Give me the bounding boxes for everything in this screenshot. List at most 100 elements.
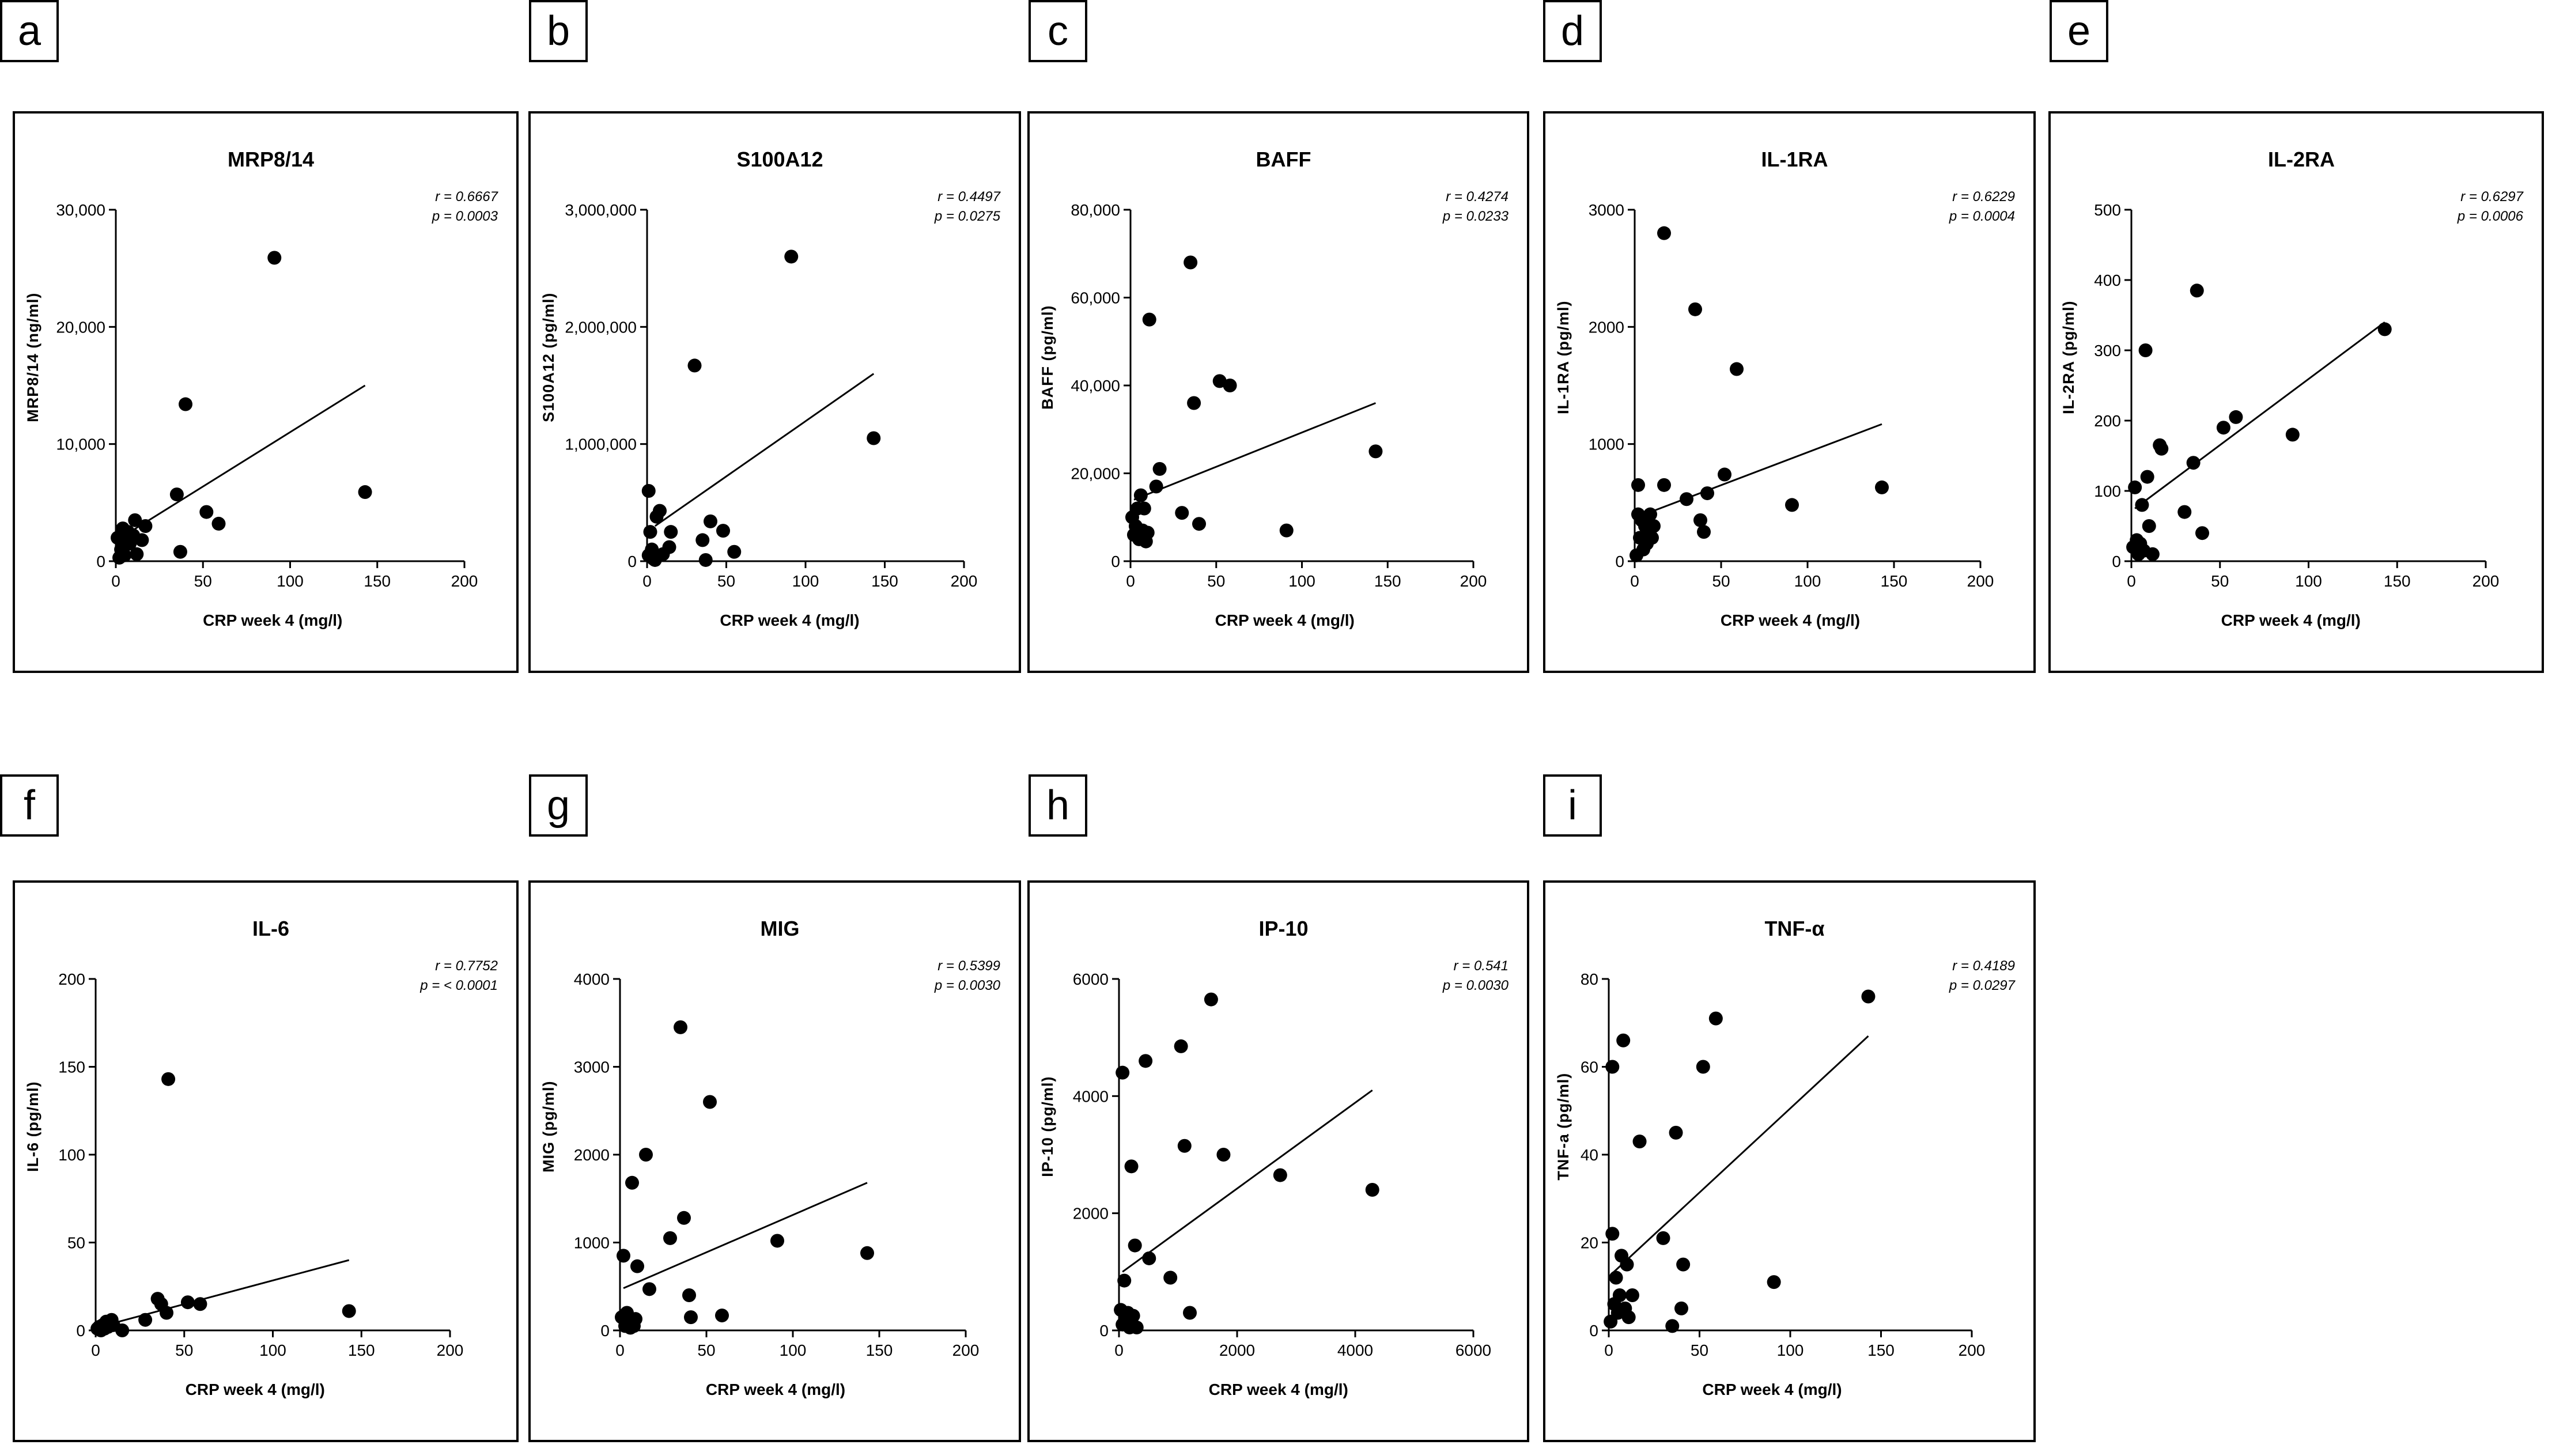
data-point (1163, 1270, 1178, 1285)
x-tick-label: 50 (697, 1341, 715, 1359)
y-tick-label: 400 (2094, 271, 2121, 289)
y-tick-label: 100 (58, 1146, 85, 1164)
chart-title: S100A12 (736, 148, 823, 171)
panel-letter: h (1029, 774, 1087, 837)
y-tick-label: 0 (1589, 1322, 1598, 1340)
data-point (662, 540, 676, 554)
y-tick-label: 20,000 (56, 318, 105, 336)
y-tick-label: 500 (2094, 201, 2121, 219)
data-point (695, 533, 710, 547)
y-tick-label: 0 (96, 553, 105, 570)
data-point (1647, 519, 1661, 533)
r-value: r = 0.7752 (435, 958, 498, 974)
panel-letter: d (1543, 0, 1602, 62)
chart-panel: IL-2RA 0 50 100 150 200 0 100 200 300 400 500 CRP we… (2048, 111, 2544, 673)
data-point (1183, 1306, 1197, 1320)
chart-panel: MRP8/14 0 50 100 150 200 0 10,000 20,000 30,000 CR… (13, 111, 519, 673)
data-point (358, 485, 372, 500)
r-value: r = 0.4274 (1446, 189, 1508, 205)
data-point (1621, 1310, 1636, 1325)
chart-panel: IL-1RA 0 50 100 150 200 0 1000 2000 3000 CRP week … (1543, 111, 2036, 673)
data-point (1656, 1231, 1670, 1245)
x-tick-label: 150 (364, 572, 391, 590)
panel-letter: e (2050, 0, 2108, 62)
data-point (1133, 488, 1148, 502)
y-axis-label: MRP8/14 (ng/ml) (24, 293, 41, 422)
chart-title: MIG (761, 917, 800, 940)
y-tick-label: 40 (1581, 1146, 1598, 1164)
x-tick-label: 50 (175, 1341, 193, 1359)
x-tick-label: 150 (1374, 572, 1401, 590)
p-value: p = 0.0003 (432, 209, 498, 224)
data-point (630, 1259, 644, 1273)
data-point (2377, 322, 2392, 336)
chart-panel: S100A12 0 50 100 150 200 0 1,000,000 2,000,000 3,… (528, 111, 1021, 673)
data-point (1631, 478, 1645, 492)
p-value: p = 0.0006 (2457, 209, 2524, 224)
data-point (1128, 1238, 1142, 1253)
x-axis-label: CRP week 4 (mg/l) (2221, 611, 2361, 629)
x-axis-label: CRP week 4 (mg/l) (720, 611, 859, 629)
data-point (1175, 506, 1189, 520)
scatter-plot: TNF-α 0 50 100 150 200 0 20 40 60 80 CRP week 4 (mg… (1555, 917, 2016, 1398)
data-point (784, 249, 799, 264)
y-tick-label: 0 (627, 553, 637, 570)
regression-line (2134, 321, 2385, 509)
regression-line (1612, 1035, 1869, 1274)
data-point (1204, 992, 1218, 1007)
data-point (715, 1308, 729, 1323)
chart-title: IP-10 (1258, 917, 1308, 940)
x-tick-label: 200 (2472, 572, 2500, 590)
x-tick-label: 50 (1712, 572, 1730, 590)
data-point (118, 548, 132, 562)
data-point (1697, 525, 1711, 539)
chart-panel: BAFF 0 50 100 150 200 0 20,000 40,000 60,000 80,00… (1027, 111, 1529, 673)
x-tick-label: 150 (2384, 572, 2411, 590)
chart-panel: IL-6 0 50 100 150 200 0 50 100 150 200 CRP week 4 (… (13, 880, 519, 1442)
chart-title: IL-1RA (1761, 148, 1828, 171)
x-tick-label: 200 (952, 1341, 980, 1359)
panel-letter: a (0, 0, 59, 62)
data-point (115, 1323, 130, 1337)
x-tick-label: 50 (194, 572, 212, 590)
data-point (193, 1297, 207, 1311)
data-point (1708, 1011, 1723, 1026)
x-tick-label: 200 (1959, 1341, 1986, 1359)
data-point (161, 1072, 176, 1086)
data-point (1767, 1275, 1781, 1289)
data-point (2186, 456, 2201, 470)
chart-panel: MIG 0 50 100 150 200 0 1000 2000 3000 4000 CRP week… (528, 880, 1021, 1442)
data-point (128, 513, 142, 527)
y-tick-label: 2000 (1589, 318, 1624, 336)
data-point (199, 505, 214, 519)
x-axis-label: CRP week 4 (mg/l) (186, 1381, 325, 1398)
regression-line (654, 373, 875, 527)
data-point (130, 547, 144, 561)
panel-letter: i (1543, 774, 1602, 837)
x-tick-label: 0 (2127, 572, 2136, 590)
x-tick-label: 200 (951, 572, 978, 590)
y-axis-label: IL-6 (pg/ml) (24, 1081, 41, 1171)
y-tick-label: 1000 (574, 1234, 610, 1252)
data-point (682, 1288, 696, 1302)
data-point (2229, 410, 2243, 424)
y-tick-label: 4000 (574, 970, 610, 988)
data-point (1605, 1060, 1620, 1074)
r-value: r = 0.6667 (435, 189, 498, 205)
data-point (1368, 444, 1383, 459)
scatter-plot: BAFF 0 50 100 150 200 0 20,000 40,000 60,000 80,00… (1039, 148, 1509, 629)
data-point (135, 533, 149, 547)
data-point (677, 1211, 691, 1225)
p-value: p = 0.0233 (1442, 209, 1509, 224)
x-tick-label: 0 (111, 572, 120, 590)
regression-line (623, 1182, 868, 1289)
data-point (180, 1295, 195, 1310)
data-point (664, 525, 678, 539)
p-value: p = 0.0297 (1949, 978, 2016, 993)
data-point (2285, 428, 2300, 442)
y-tick-label: 300 (2094, 342, 2121, 360)
y-tick-label: 0 (1615, 553, 1624, 570)
panel-letter: b (529, 0, 588, 62)
r-value: r = 0.6229 (1952, 189, 2015, 205)
data-point (1616, 1033, 1631, 1047)
